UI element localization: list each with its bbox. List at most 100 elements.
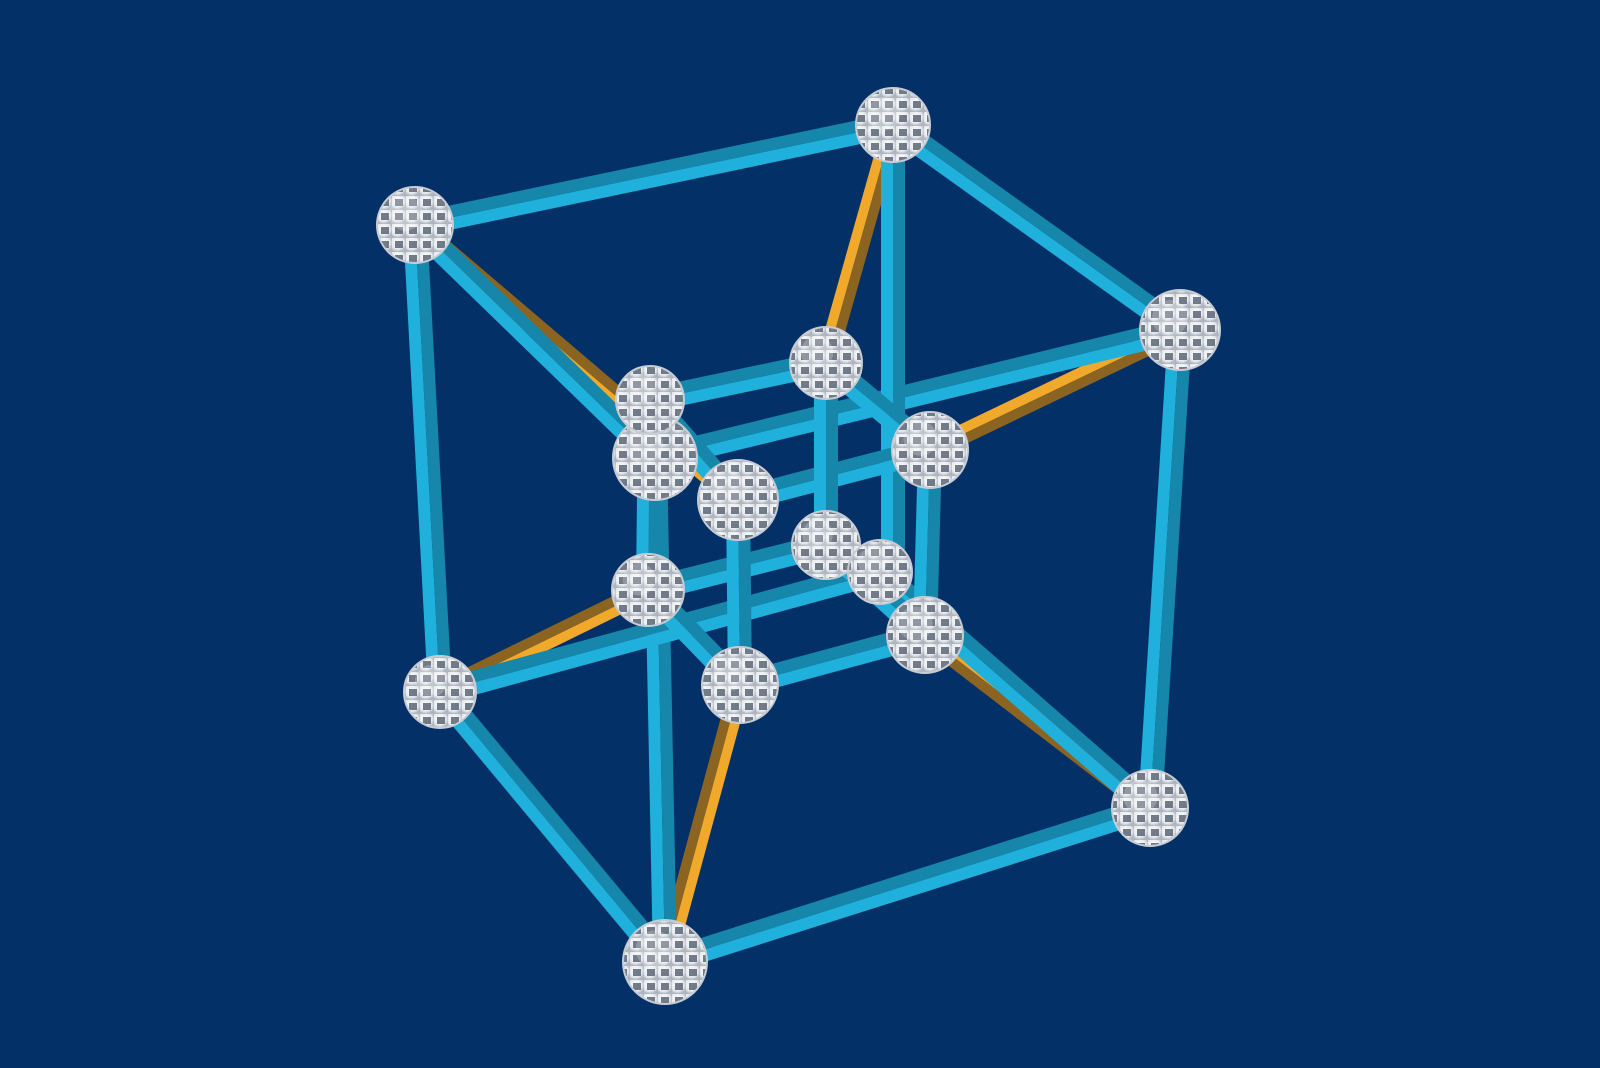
vertex-highlight-2 — [1152, 300, 1188, 336]
blue-edge-0-side — [412, 113, 893, 225]
vertex-highlight-6 — [635, 930, 674, 969]
gold-edge-5-side — [655, 682, 740, 962]
rhombicosidodecahedron-node-icon — [611, 553, 685, 627]
blue-edge-22-side — [738, 499, 752, 685]
rhombicosidodecahedron-node-icon — [1139, 289, 1221, 371]
gold-edge-4-side — [435, 581, 648, 692]
blue-edge-2 — [406, 216, 664, 467]
vertex-highlight-11 — [622, 563, 656, 596]
blue-edge-23 — [913, 449, 942, 636]
blue-edge-10-face — [440, 572, 884, 704]
blue-edge-4-side — [415, 224, 452, 692]
gold-edge-2-side — [930, 330, 1185, 460]
rhombicosidodecahedron-node-icon — [622, 919, 708, 1005]
blue-edge-3 — [652, 318, 1183, 470]
vertex-node-15 — [847, 539, 913, 605]
blue-edge-19-side — [736, 623, 925, 685]
blue-edge-12-side — [647, 351, 826, 400]
vertex-highlight-3 — [625, 426, 664, 465]
vertex-highlight-4 — [414, 665, 448, 698]
rhombicosidodecahedron-node-icon — [789, 326, 863, 400]
blue-edge-19-face — [740, 635, 929, 697]
vertex-node-0 — [376, 186, 454, 264]
blue-edge-6-face — [1138, 329, 1180, 808]
blue-edge-12 — [647, 351, 829, 412]
blue-edge-3-side — [652, 318, 1180, 458]
blue-edge-6 — [1138, 329, 1192, 809]
rhombicosidodecahedron-node-icon — [403, 655, 477, 729]
vertex-node-2 — [1139, 289, 1221, 371]
blue-edge-7 — [881, 125, 905, 560]
rhombicosidodecahedron-node-icon — [697, 459, 779, 541]
vertex-highlight-15 — [857, 548, 887, 577]
vertex-node-8 — [789, 326, 863, 400]
rhombicosidodecahedron-node-icon — [791, 510, 861, 580]
blue-edge-3-face — [655, 330, 1183, 470]
rhombicosidodecahedron-node-icon — [886, 596, 964, 674]
blue-edge-6-side — [1150, 330, 1192, 809]
vertex-node-1 — [855, 87, 931, 163]
blue-edge-8-face — [430, 692, 665, 970]
vertex-highlight-10 — [903, 421, 938, 456]
blue-edge-9-face — [665, 808, 1154, 974]
vertex-node-14 — [886, 596, 964, 674]
blue-edge-0-face — [415, 125, 896, 237]
blue-edge-7-side — [893, 125, 905, 560]
blue-edge-1-face — [886, 125, 1180, 340]
rhombicosidodecahedron-node-icon — [891, 411, 969, 489]
rhombicosidodecahedron-node-icon — [615, 365, 685, 435]
blue-edge-21-side — [826, 363, 838, 545]
vertex-highlight-13 — [713, 656, 748, 691]
rhombicosidodecahedron-node-icon — [1111, 769, 1189, 847]
vertex-node-9 — [697, 459, 779, 541]
blue-edge-22-face — [726, 500, 740, 686]
blue-edge-7-face — [881, 125, 893, 560]
blue-edge-8 — [430, 684, 675, 970]
vertex-highlight-0 — [388, 196, 423, 231]
rhombicosidodecahedron-node-icon — [701, 646, 779, 724]
gold-edge-1-face — [816, 122, 893, 364]
gold-edge-5 — [655, 682, 750, 965]
blue-edge-21 — [814, 363, 838, 545]
blue-edge-1 — [886, 115, 1187, 340]
blue-edge-8-side — [440, 684, 675, 962]
blue-edge-23-face — [913, 449, 930, 635]
blue-edge-4-face — [403, 225, 440, 693]
gold-edge-5-face — [665, 685, 750, 965]
blue-edge-2-side — [415, 216, 664, 458]
nodes-layer — [376, 87, 1221, 1005]
blue-edge-23-side — [925, 450, 942, 636]
vertex-highlight-14 — [898, 606, 933, 641]
blue-edge-9 — [661, 796, 1154, 974]
vertex-node-13 — [701, 646, 779, 724]
vertex-highlight-7 — [626, 374, 657, 406]
blue-edge-21-face — [814, 363, 826, 545]
vertex-highlight-9 — [710, 470, 746, 506]
blue-edge-4 — [403, 224, 452, 693]
vertex-node-5 — [1111, 769, 1189, 847]
vertex-node-6 — [622, 919, 708, 1005]
vertex-node-10 — [891, 411, 969, 489]
vertex-highlight-12 — [802, 519, 833, 551]
vertex-node-7 — [615, 365, 685, 435]
rhombicosidodecahedron-node-icon — [855, 87, 931, 163]
blue-edge-19 — [736, 623, 929, 697]
blue-edge-12-face — [650, 363, 829, 412]
blue-edge-2-face — [406, 225, 655, 467]
blue-edge-9-side — [661, 796, 1150, 962]
vertex-highlight-8 — [800, 336, 834, 369]
blue-edge-10 — [436, 560, 884, 704]
blue-edge-1-side — [893, 115, 1187, 330]
blue-edge-22 — [726, 499, 752, 686]
vertex-highlight-1 — [867, 97, 901, 131]
blue-edge-0 — [412, 113, 896, 237]
vertex-node-11 — [611, 553, 685, 627]
blue-edge-10-side — [436, 560, 880, 692]
vertex-node-4 — [403, 655, 477, 729]
vertex-node-12 — [791, 510, 861, 580]
edges-layer — [403, 113, 1192, 974]
rhombicosidodecahedron-node-icon — [376, 186, 454, 264]
vertex-highlight-5 — [1123, 779, 1158, 814]
